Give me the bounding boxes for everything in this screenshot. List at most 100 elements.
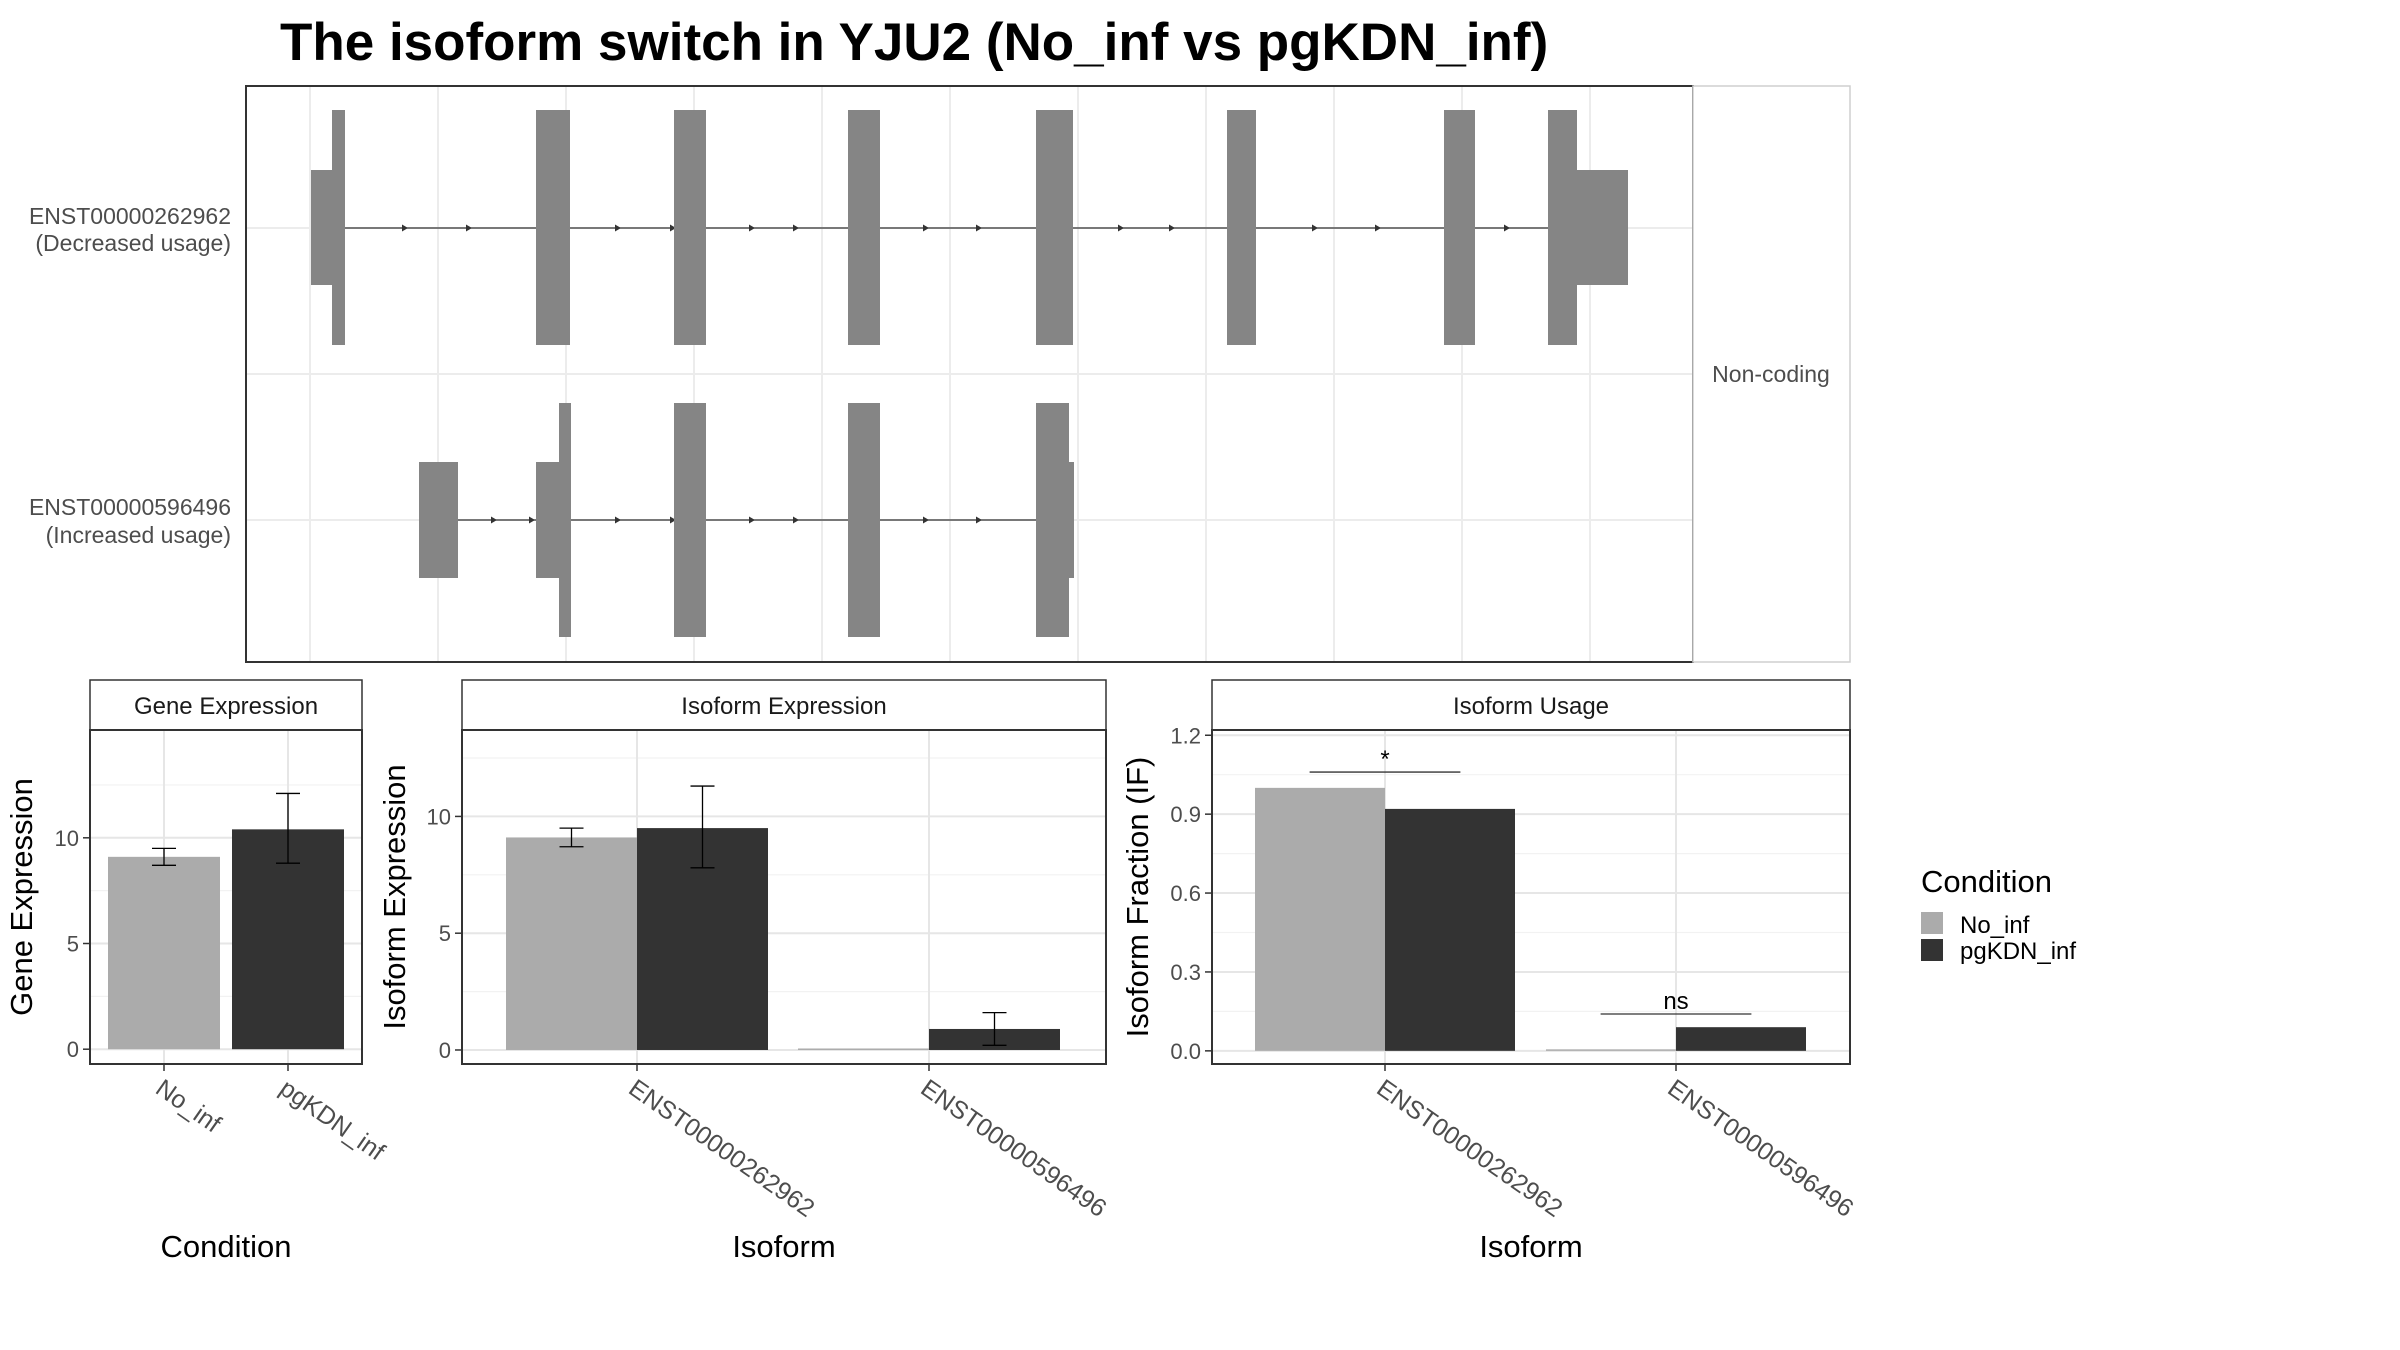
- usage-x-axis-title: Isoform: [1479, 1229, 1582, 1264]
- intron-arrow-0-5: [793, 224, 799, 232]
- intron-arrow-0-1: [466, 224, 472, 232]
- usage-bar-No_inf-1: [1546, 1049, 1676, 1051]
- iso-ytick-label-0: 0: [439, 1038, 451, 1063]
- exon-0-6: [1227, 110, 1256, 345]
- iso-ytick-label-2: 10: [427, 804, 451, 829]
- iso-bar-No_inf-1: [798, 1048, 929, 1050]
- usage-strip-title: Isoform Usage: [1453, 693, 1609, 720]
- intron-arrow-1-3: [670, 516, 676, 524]
- usage-bar-pgKDN_inf-0: [1385, 808, 1515, 1051]
- iso-errorbar-pgKDN_inf-0: [690, 785, 715, 869]
- legend-label-pgkdn-inf: pgKDN_inf: [1960, 938, 2076, 965]
- structure-exons: [311, 110, 1628, 637]
- usage-ytick-label-4: 1.2: [1170, 723, 1201, 748]
- intron-arrow-0-11: [1375, 224, 1381, 232]
- coding-strip: [1692, 85, 1851, 663]
- legend-swatch-no-inf: [1921, 912, 1943, 934]
- iso-x-axis-title: Isoform: [732, 1229, 835, 1264]
- iso-plot-border: [461, 729, 1107, 1065]
- intron-arrow-1-4: [749, 516, 755, 524]
- exon-0-1: [332, 110, 345, 345]
- exon-0-7: [1444, 110, 1475, 345]
- usage-y-axis-title: Isoform Fraction (IF): [1120, 757, 1155, 1038]
- intron-arrow-0-9: [1169, 224, 1175, 232]
- gene-bars: [108, 792, 344, 1050]
- usage-bar-pgKDN_inf-1: [1676, 1027, 1806, 1051]
- exon-1-1: [536, 462, 560, 578]
- intron-arrow-0-4: [749, 224, 755, 232]
- isoform-1-usage-label: (Decreased usage): [35, 230, 231, 256]
- intron-arrow-0-7: [976, 224, 982, 232]
- exon-0-8: [1548, 110, 1577, 345]
- usage-strip: [1211, 679, 1851, 731]
- gene-bar-1: [232, 829, 344, 1050]
- exon-0-2: [536, 110, 570, 345]
- legend-title: Condition: [1921, 864, 2052, 899]
- intron-arrow-0-3: [670, 224, 676, 232]
- exon-1-3: [674, 403, 706, 637]
- exon-1-6: [1068, 462, 1074, 578]
- chart-title: The isoform switch in YJU2 (No_inf vs pg…: [280, 13, 1548, 72]
- iso-xtick-label-0: ENST00000262962: [624, 1074, 820, 1223]
- iso-ytick-label-1: 5: [439, 921, 451, 946]
- gene-x-axis-title: Condition: [161, 1229, 292, 1264]
- intron-arrow-1-7: [976, 516, 982, 524]
- exon-0-3: [674, 110, 706, 345]
- usage-bars: * ns: [1255, 746, 1806, 1051]
- intron-arrow-0-0: [402, 224, 408, 232]
- iso-strip-title: Isoform Expression: [681, 693, 886, 720]
- gene-strip: [89, 679, 363, 731]
- usage-plot-border: [1211, 729, 1851, 1065]
- exon-1-0: [419, 462, 458, 578]
- exon-0-5: [1036, 110, 1073, 345]
- usage-xtick-label-1: ENST00000596496: [1663, 1074, 1859, 1223]
- intron-arrow-1-5: [793, 516, 799, 524]
- isoform-1-id-label: ENST00000262962: [29, 203, 231, 229]
- iso-bars: [506, 785, 1060, 1050]
- iso-y-axis-title: Isoform Expression: [377, 764, 412, 1029]
- gene-strip-title: Gene Expression: [134, 693, 318, 720]
- usage-ytick-label-1: 0.3: [1170, 960, 1201, 985]
- transcript-structure-panel: Non-coding ENST00000262962 (Decreased us…: [29, 85, 1851, 663]
- intron-arrow-0-2: [615, 224, 621, 232]
- intron-arrow-0-8: [1118, 224, 1124, 232]
- isoform-2-id-label: ENST00000596496: [29, 494, 231, 520]
- gene-ytick-label-1: 5: [67, 932, 79, 957]
- intron-arrow-1-6: [923, 516, 929, 524]
- iso-errorbar-No_inf-0: [559, 827, 584, 848]
- legend: Condition No_inf pgKDN_inf: [1921, 864, 2076, 965]
- gene-ytick-label-0: 0: [67, 1037, 79, 1062]
- iso-bar-No_inf-0: [506, 837, 637, 1050]
- gene-y-axis-title: Gene Expression: [4, 778, 39, 1016]
- usage-ytick-label-2: 0.6: [1170, 881, 1201, 906]
- usage-xtick-label-0: ENST00000262962: [1372, 1074, 1568, 1223]
- gene-errorbar-0: [152, 847, 176, 866]
- exon-0-9: [1576, 170, 1628, 285]
- legend-label-no-inf: No_inf: [1960, 912, 2030, 939]
- gene-ytick-label-2: 10: [55, 826, 79, 851]
- isoform-2-usage-label: (Increased usage): [46, 522, 231, 548]
- exon-0-4: [848, 110, 880, 345]
- exon-0-0: [311, 170, 333, 285]
- intron-arrow-1-0: [491, 516, 497, 524]
- intron-arrow-0-10: [1312, 224, 1318, 232]
- exon-1-5: [1036, 403, 1069, 637]
- gene-errorbar-1: [276, 792, 300, 864]
- legend-swatch-pgkdn-inf: [1921, 939, 1943, 961]
- exon-1-4: [848, 403, 880, 637]
- isoform-expression-panel: Isoform Expression 0 5 10 ENST00000262962 EN…: [377, 679, 1112, 1264]
- intron-arrow-0-12: [1504, 224, 1510, 232]
- usage-ytick-label-0: 0.0: [1170, 1039, 1201, 1064]
- gene-bar-0: [108, 856, 220, 1050]
- gene-xtick-label-0: No_inf: [151, 1074, 226, 1138]
- coding-strip-label: Non-coding: [1712, 361, 1830, 387]
- gene-xtick-label-1: pgKDN_inf: [275, 1074, 390, 1166]
- intron-arrow-1-1: [529, 516, 535, 524]
- intron-arrow-1-2: [615, 516, 621, 524]
- usage-bar-No_inf-0: [1255, 787, 1385, 1051]
- iso-xtick-label-1: ENST00000596496: [916, 1074, 1112, 1223]
- exon-1-2: [559, 403, 571, 637]
- usage-sig-label-0: *: [1380, 746, 1389, 773]
- usage-ytick-label-3: 0.9: [1170, 802, 1201, 827]
